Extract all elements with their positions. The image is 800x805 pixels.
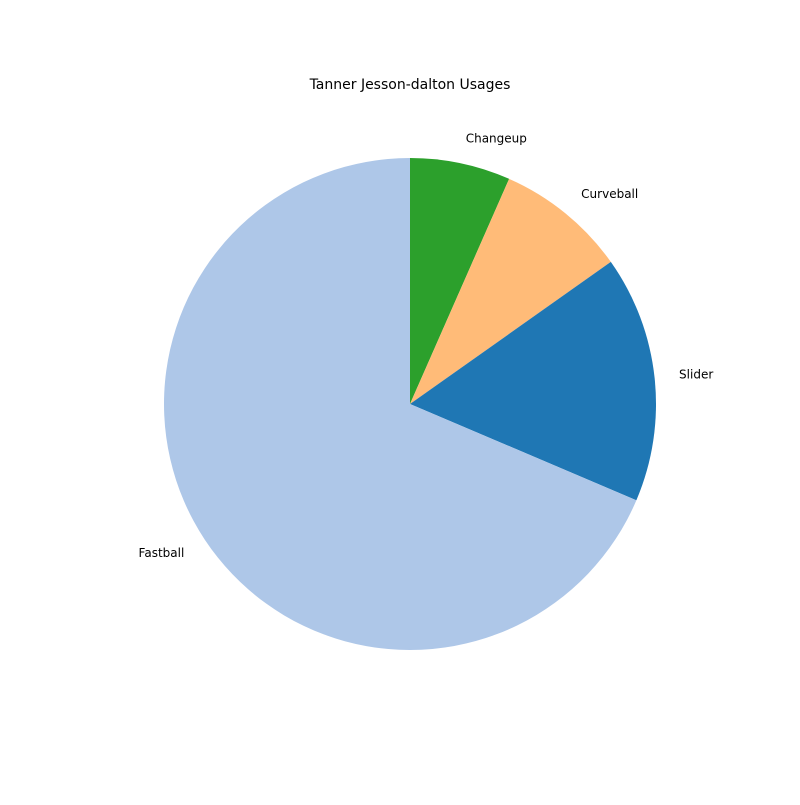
chart-title: Tanner Jesson-dalton Usages: [309, 77, 511, 93]
pie-label-fastball: Fastball: [139, 546, 185, 560]
pie-slice-curveball: [410, 178, 611, 404]
pie-label-changeup: Changeup: [466, 132, 527, 146]
pie-label-curveball: Curveball: [581, 187, 638, 201]
pie-slice-fastball: [163, 158, 637, 650]
pie-labels: Changeup Curveball Slider Fastball: [139, 132, 714, 560]
pie-label-slider: Slider: [679, 368, 713, 382]
pie-slices: [163, 158, 656, 650]
pie-slice-changeup: [410, 158, 510, 404]
pie-slice-slider: [410, 261, 656, 501]
